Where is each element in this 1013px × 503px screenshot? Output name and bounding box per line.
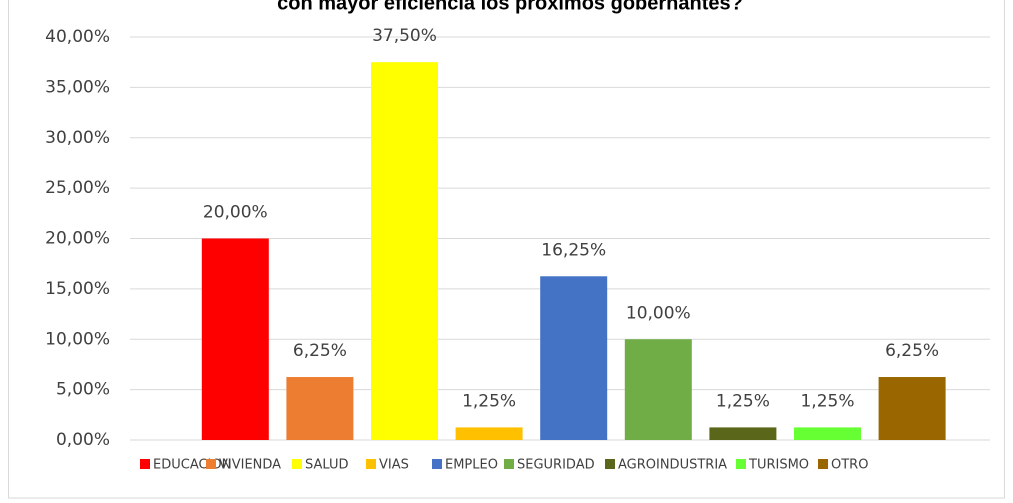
data-label: 1,25%: [716, 391, 770, 411]
data-label: 20,00%: [203, 203, 268, 223]
legend-swatch: [432, 459, 442, 469]
bar: [709, 427, 777, 440]
chart-title: con mayor eficiencia los próximos gobern…: [277, 0, 743, 14]
y-tick-label: 30,00%: [45, 128, 110, 148]
bar: [540, 276, 608, 440]
legend-swatch: [504, 459, 514, 469]
legend-swatch: [605, 459, 615, 469]
data-label: 1,25%: [462, 391, 516, 411]
legend-swatch: [736, 459, 746, 469]
legend-label: TURISMO: [748, 458, 809, 473]
data-label: 10,00%: [626, 303, 691, 323]
y-tick-label: 0,00%: [56, 430, 110, 450]
legend-swatch: [140, 459, 150, 469]
bar: [371, 62, 438, 440]
legend-swatch: [292, 459, 302, 469]
bar: [878, 377, 946, 440]
legend-label: EMPLEO: [445, 458, 498, 473]
y-tick-label: 25,00%: [45, 178, 110, 198]
data-label: 1,25%: [800, 391, 854, 411]
bar: [201, 238, 269, 440]
bar: [794, 427, 861, 440]
legend-swatch: [366, 459, 376, 469]
y-tick-label: 10,00%: [45, 329, 110, 349]
y-tick-label: 20,00%: [45, 229, 110, 249]
data-label: 37,50%: [372, 26, 437, 46]
chart-frame: [8, 0, 1005, 499]
data-label: 6,25%: [885, 341, 939, 361]
data-label: 16,25%: [541, 240, 606, 260]
bar: [624, 339, 692, 440]
legend-label: OTRO: [831, 458, 868, 473]
legend-swatch: [818, 459, 828, 469]
bar: [286, 377, 354, 440]
legend-label: VIAS: [379, 458, 409, 473]
y-tick-label: 5,00%: [56, 380, 110, 400]
y-tick-label: 15,00%: [45, 279, 110, 299]
legend-swatch: [206, 459, 216, 469]
legend-label: AGROINDUSTRIA: [618, 458, 727, 473]
y-tick-label: 35,00%: [45, 77, 110, 97]
y-tick-label: 40,00%: [45, 27, 110, 47]
legend-label: SEGURIDAD: [517, 458, 595, 473]
data-label: 6,25%: [293, 341, 347, 361]
bar: [455, 427, 523, 440]
legend-label: SALUD: [305, 458, 349, 473]
legend-label: VIVIENDA: [219, 458, 281, 473]
